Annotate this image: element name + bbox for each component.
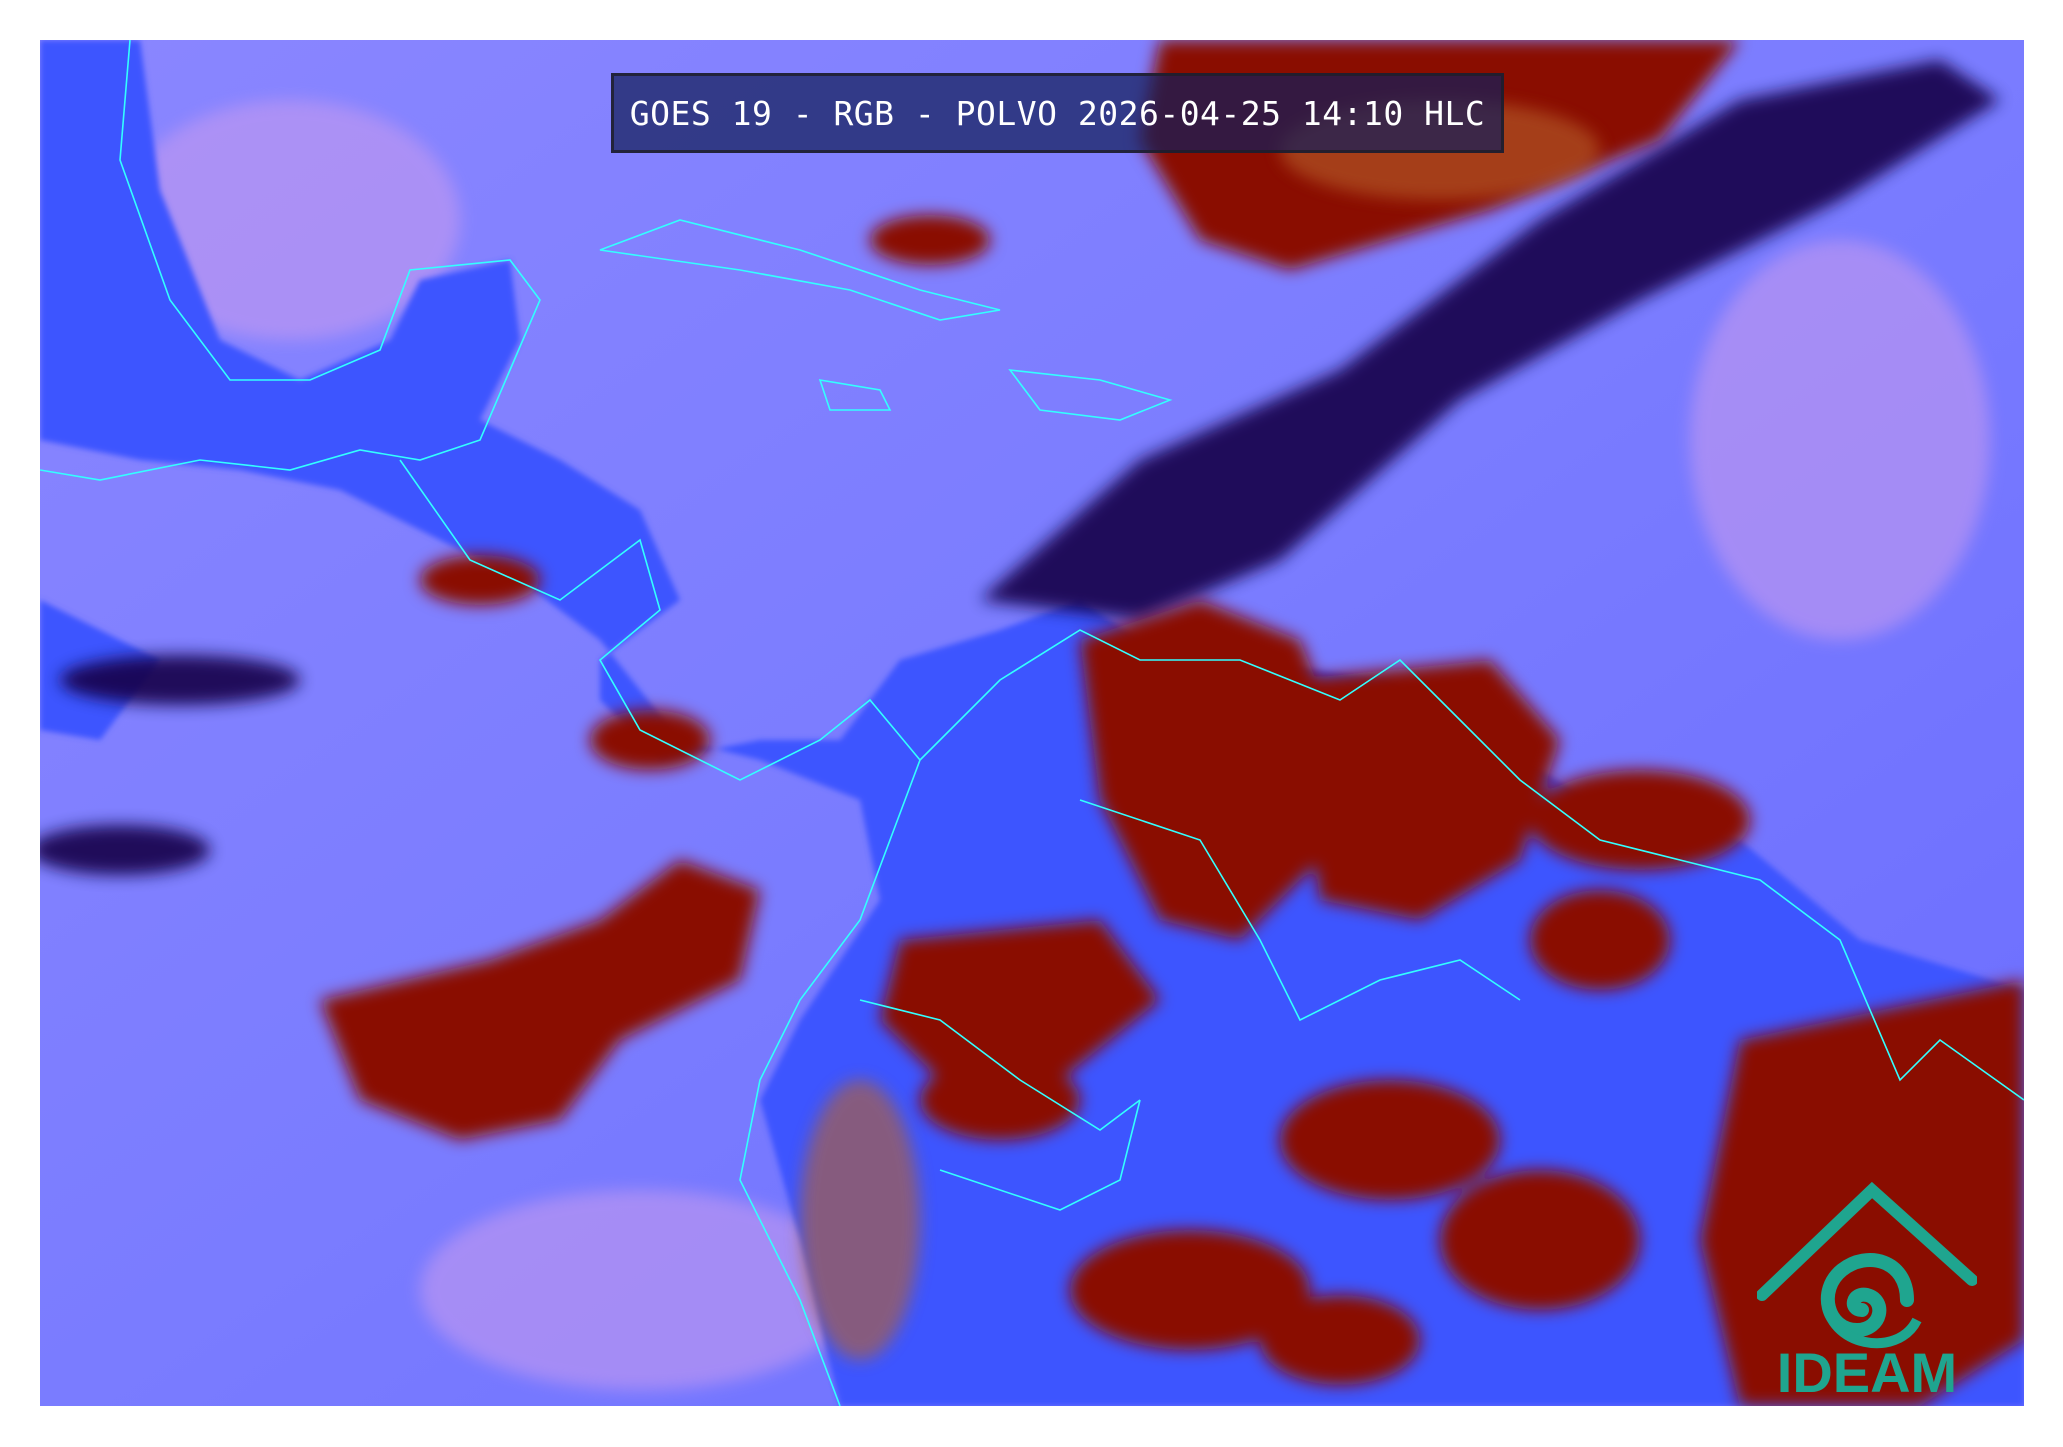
ideam-logo-icon — [1757, 1181, 1977, 1349]
ideam-logo-text: IDEAM — [1776, 1341, 1958, 1404]
satellite-imagery — [40, 40, 2024, 1406]
satellite-image: GOES 19 - RGB - POLVO 2026-04-25 14:10 H… — [40, 40, 2024, 1406]
ideam-logo: IDEAM — [1757, 1180, 1977, 1404]
image-title-box: GOES 19 - RGB - POLVO 2026-04-25 14:10 H… — [611, 73, 1504, 153]
image-title: GOES 19 - RGB - POLVO 2026-04-25 14:10 H… — [629, 93, 1486, 133]
coastlines — [40, 40, 2024, 1406]
